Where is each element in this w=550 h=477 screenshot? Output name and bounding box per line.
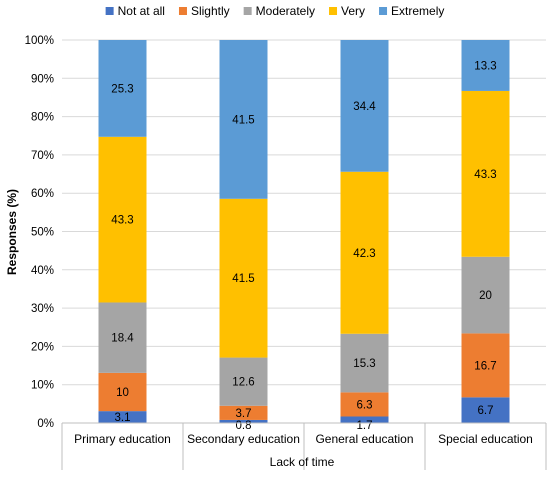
y-tick-label: 90% xyxy=(31,73,54,85)
y-tick-label: 20% xyxy=(31,341,54,353)
y-tick-label: 10% xyxy=(31,380,54,392)
legend-label: Very xyxy=(341,4,365,18)
bar-segment xyxy=(219,357,268,406)
data-label: 43.3 xyxy=(474,169,496,181)
category-label: Special education xyxy=(438,432,533,446)
bar-segment xyxy=(98,372,147,412)
bar-segment xyxy=(98,136,147,303)
bar-segment xyxy=(340,392,389,417)
y-tick-label: 70% xyxy=(31,150,54,162)
bar-segment xyxy=(461,256,510,334)
category-label: Secondary education xyxy=(187,432,300,446)
bar-segment xyxy=(461,333,510,398)
legend-label: Extremely xyxy=(391,4,444,18)
x-axis-categories: Primary education Secondary education Gene… xyxy=(61,422,547,470)
bar-segment xyxy=(98,40,147,137)
data-label: 13.3 xyxy=(474,60,496,72)
data-label: 6.7 xyxy=(478,405,494,417)
data-label: 0.8 xyxy=(236,420,252,432)
data-label: 3.1 xyxy=(115,412,131,424)
y-axis-ticks: 0% 10% 20% 30% 40% 50% 60% 70% 80% 90% 100% xyxy=(25,35,54,430)
y-tick-label: 50% xyxy=(31,227,54,239)
y-tick-label: 60% xyxy=(31,188,54,200)
bars: 3.1 10 18.4 43.3 25.3 0.83.7 12.6 41.5 41.5 1.7 6.… xyxy=(98,40,510,432)
data-label: 6.3 xyxy=(357,399,373,411)
legend-swatch xyxy=(243,7,252,15)
legend-label: Moderately xyxy=(256,4,315,18)
bar-segment xyxy=(98,411,147,423)
legend-label: Slightly xyxy=(191,4,230,18)
data-label: 43.3 xyxy=(111,215,133,227)
data-label: 1.7 xyxy=(357,420,373,432)
category-label: General education xyxy=(315,432,413,446)
bar-segment xyxy=(219,405,268,420)
legend: Not at all Slightly Moderately Very Extremel… xyxy=(105,4,444,18)
data-label: 10 xyxy=(116,387,129,399)
bar-segment xyxy=(98,302,147,373)
bar-segment xyxy=(219,419,268,423)
bar-segment xyxy=(461,397,510,423)
bar-segment xyxy=(461,40,510,91)
data-label: 12.6 xyxy=(232,377,254,389)
y-tick-label: 0% xyxy=(37,418,54,430)
bar-segment xyxy=(340,171,389,334)
legend-swatch xyxy=(329,7,338,15)
y-axis-title: Responses (%) xyxy=(5,189,19,275)
data-label: 3.7 xyxy=(236,408,252,420)
y-tick-label: 40% xyxy=(31,265,54,277)
data-label: 42.3 xyxy=(353,248,375,260)
y-tick-label: 80% xyxy=(31,112,54,124)
x-axis-title: Lack of time xyxy=(270,455,335,469)
legend-swatch xyxy=(105,7,114,15)
data-label: 41.5 xyxy=(232,273,254,285)
bar-segment xyxy=(340,416,389,423)
data-label: 18.4 xyxy=(111,333,134,345)
data-label: 16.7 xyxy=(474,360,496,372)
data-label: 25.3 xyxy=(111,83,133,95)
data-label: 34.4 xyxy=(353,101,376,113)
data-label: 15.3 xyxy=(353,358,375,370)
data-label: 20 xyxy=(479,290,492,302)
bar-segment xyxy=(340,333,389,393)
bar-segment xyxy=(340,40,389,172)
y-tick-label: 100% xyxy=(25,35,54,47)
data-label: 41.5 xyxy=(232,114,254,126)
category-label: Primary education xyxy=(74,432,171,446)
bar-segment xyxy=(219,198,268,358)
bar-segment xyxy=(219,40,268,199)
legend-label: Not at all xyxy=(118,4,165,18)
bar-segment xyxy=(461,90,510,257)
legend-swatch xyxy=(379,7,388,15)
y-tick-label: 30% xyxy=(31,303,54,315)
legend-swatch xyxy=(178,7,187,15)
